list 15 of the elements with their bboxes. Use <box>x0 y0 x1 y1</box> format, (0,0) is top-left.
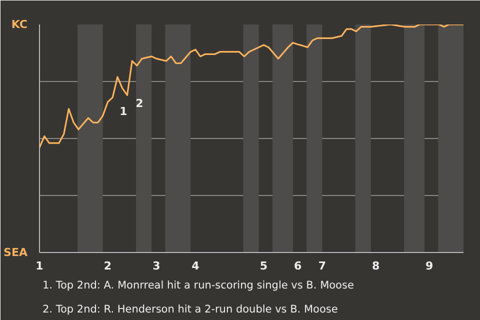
x-tick-label: 2 <box>104 260 112 272</box>
annotation: 1 <box>120 105 128 118</box>
annotation: 2 <box>136 97 144 110</box>
text: 2. Top 2nd: R. Henderson hit a 2-run double vs B. Moose <box>42 304 338 316</box>
x-tick-label: 9 <box>426 260 434 272</box>
text: 1. Top 2nd: A. Monrreal hit a run-scoring single vs B. Moose <box>42 280 354 292</box>
text: KC <box>11 18 28 31</box>
x-tick-label: 3 <box>152 260 160 272</box>
x-tick-label: 1 <box>36 260 44 272</box>
x-tick-label: 7 <box>318 260 326 272</box>
x-tick-label: 6 <box>294 260 302 272</box>
x-tick-label: 8 <box>372 260 380 272</box>
x-tick-label: 5 <box>260 260 268 272</box>
x-tick-label: 4 <box>192 260 200 272</box>
text: SEA <box>4 246 28 259</box>
